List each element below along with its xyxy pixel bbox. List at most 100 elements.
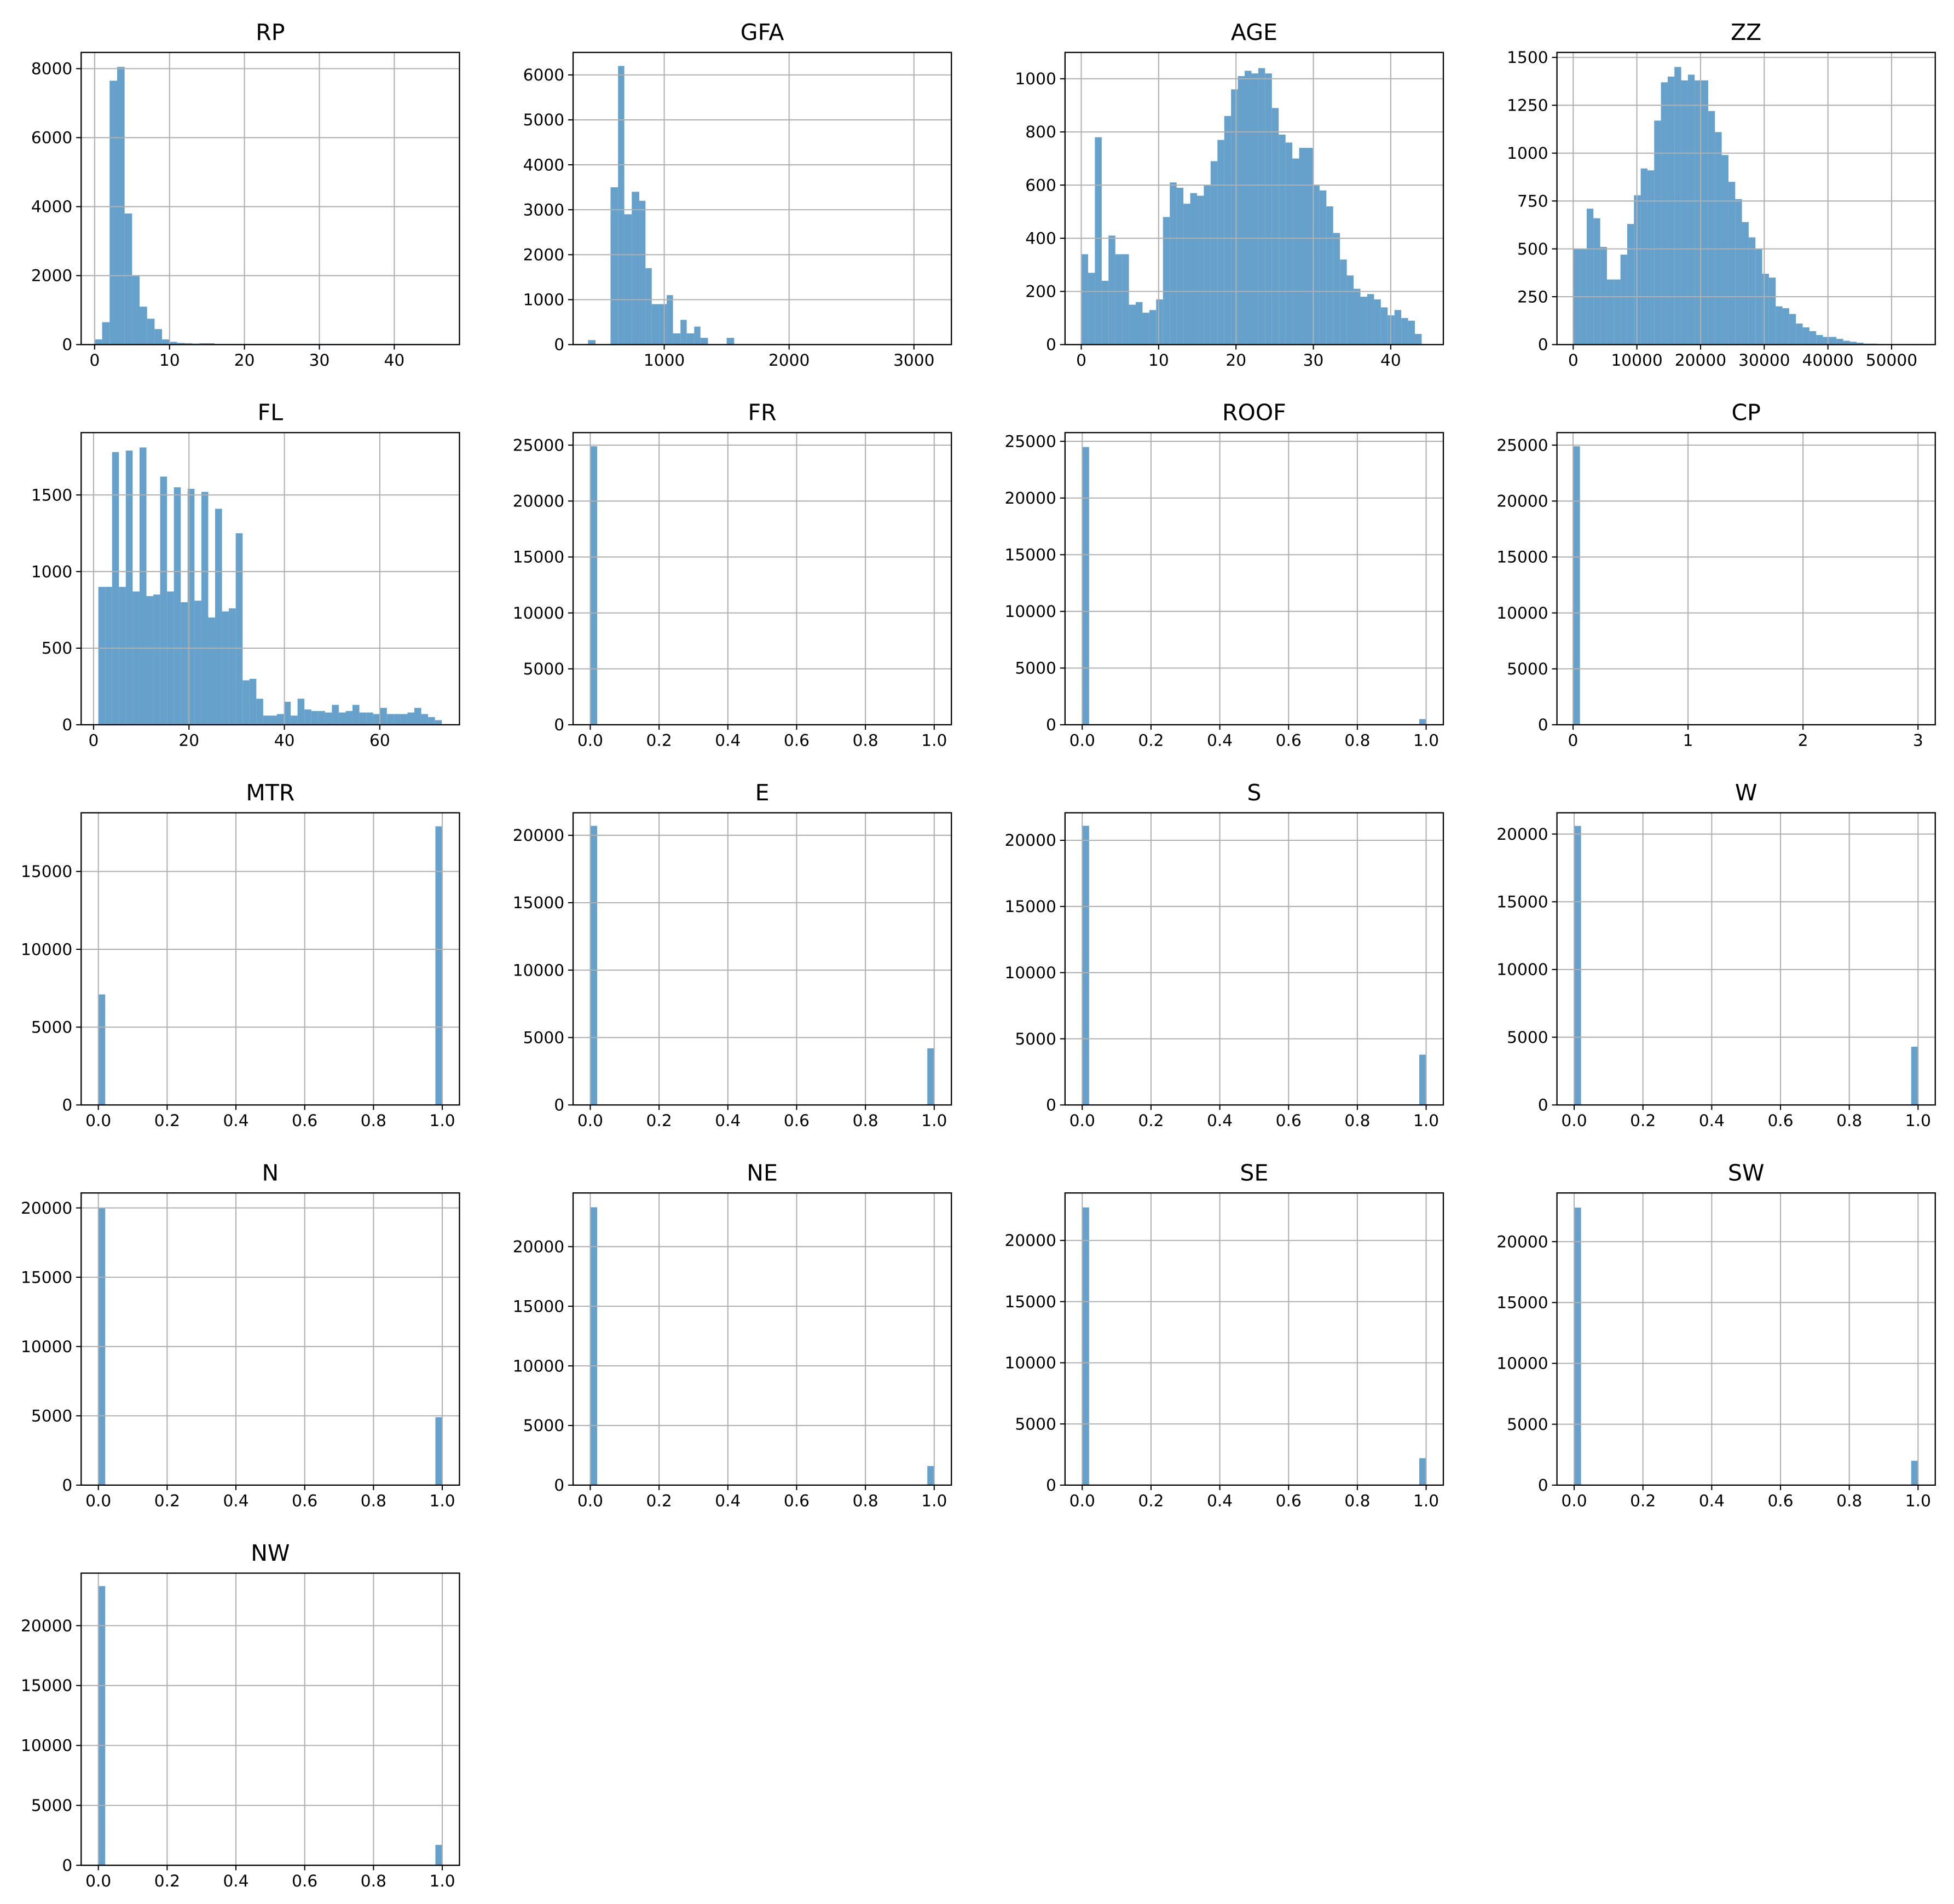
- histogram-bar: [1374, 299, 1381, 345]
- histogram-bar: [1573, 446, 1580, 725]
- subplot: NE 0.0 0.2 0.4 0.6 0.8 1.0 0 5000 10000 15000 20000: [513, 1159, 952, 1510]
- histogram-bar: [1408, 320, 1415, 345]
- subplot-title: S: [1247, 780, 1261, 806]
- histogram-bar: [1231, 89, 1238, 345]
- histogram-bar: [1687, 74, 1695, 345]
- x-tick-label: 0.4: [715, 1491, 741, 1510]
- histogram-bar: [1654, 120, 1661, 345]
- y-tick-label: 10000: [1005, 1353, 1056, 1372]
- histogram-bar: [1574, 1207, 1581, 1485]
- y-tick-label: 5000: [523, 659, 564, 678]
- histogram-bar: [124, 214, 132, 345]
- histogram-bar: [1271, 108, 1279, 345]
- x-tick-label: 0.4: [1699, 1111, 1725, 1130]
- histogram-bar: [1299, 148, 1306, 345]
- histogram-bar: [1735, 199, 1742, 345]
- subplot: MTR 0.0 0.2 0.4 0.6 0.8 1.0 0 5000 10000 15000: [21, 780, 460, 1130]
- x-tick-label: 1.0: [1413, 1491, 1439, 1510]
- histogram-bar: [160, 476, 167, 725]
- histogram-bar: [291, 716, 298, 725]
- histogram-bar: [184, 343, 192, 345]
- subplot: E 0.0 0.2 0.4 0.6 0.8 1.0 0 5000 10000 15000 20000: [513, 780, 952, 1130]
- histogram-bar: [338, 712, 346, 725]
- y-tick-label: 0: [62, 335, 72, 354]
- subplot-title: AGE: [1231, 19, 1277, 45]
- histogram-bar: [1204, 185, 1211, 345]
- subplot-title: CP: [1731, 399, 1760, 425]
- histogram-bar: [1190, 193, 1197, 345]
- y-tick-label: 20000: [1496, 492, 1548, 511]
- histogram-bar: [1695, 80, 1702, 345]
- x-tick-label: 0.2: [646, 1111, 672, 1130]
- histogram-bar: [263, 716, 270, 725]
- axes-frame: [80, 1572, 460, 1866]
- histogram-bar: [359, 712, 367, 725]
- histogram-bar: [249, 678, 257, 725]
- y-tick-label: 10000: [1005, 963, 1056, 982]
- x-tick-label: 0: [89, 731, 99, 750]
- subplot: SE 0.0 0.2 0.4 0.6 0.8 1.0 0 5000 10000 15000 20000: [1005, 1159, 1444, 1510]
- subplot: ROOF 0.0 0.2 0.4 0.6 0.8 1.0 0 5000 10000 15000 200…: [1005, 399, 1444, 750]
- histogram-bar: [1217, 140, 1224, 345]
- subplot-title: W: [1735, 780, 1758, 806]
- histogram-bar: [1802, 327, 1810, 345]
- y-tick-label: 400: [1025, 228, 1056, 247]
- x-tick-label: 1.0: [921, 1111, 947, 1130]
- x-tick-label: 60: [369, 731, 390, 750]
- histogram-bar: [325, 712, 332, 725]
- subplot: ZZ 0 10000 20000 30000 40000 50000 0 250 500 750 10…: [1507, 19, 1936, 370]
- x-tick-label: 0.8: [361, 1871, 386, 1890]
- histogram-bar: [1170, 182, 1177, 345]
- y-tick-label: 10000: [513, 960, 564, 979]
- histogram-bar: [1586, 209, 1594, 345]
- y-tick-label: 10000: [513, 1356, 564, 1375]
- histogram-bar: [1600, 247, 1607, 345]
- histogram-bar: [435, 720, 442, 725]
- histogram-bar: [256, 699, 263, 725]
- y-tick-label: 4000: [523, 155, 564, 174]
- y-tick-label: 25000: [1005, 431, 1056, 451]
- x-tick-label: 20: [1225, 350, 1246, 370]
- x-tick-label: 0: [1076, 350, 1086, 370]
- y-tick-label: 20000: [1005, 830, 1056, 850]
- histogram-bar: [222, 611, 229, 725]
- y-tick-label: 10000: [21, 939, 72, 959]
- histogram-bar: [1367, 294, 1374, 345]
- subplot-title: GFA: [741, 19, 784, 45]
- histogram-bar: [651, 304, 660, 345]
- histogram-bar: [1129, 304, 1136, 345]
- x-tick-label: 0.2: [154, 1111, 180, 1130]
- histogram-bar: [1414, 334, 1422, 345]
- x-tick-label: 0.0: [577, 731, 603, 750]
- subplot-title: SW: [1728, 1159, 1765, 1186]
- histogram-bar: [1082, 1207, 1089, 1485]
- y-tick-label: 5000: [523, 1416, 564, 1435]
- histogram-bar: [208, 618, 216, 725]
- x-tick-label: 0.2: [1138, 1491, 1164, 1510]
- histogram-bar: [1115, 254, 1123, 345]
- x-tick-label: 0.8: [853, 1111, 878, 1130]
- y-tick-label: 20000: [21, 1616, 72, 1635]
- y-tick-label: 10000: [1005, 602, 1056, 621]
- y-tick-label: 2000: [523, 245, 564, 264]
- y-tick-label: 0: [554, 335, 564, 354]
- y-tick-label: 0: [1046, 715, 1056, 734]
- subplot-title: FR: [748, 399, 777, 425]
- y-tick-label: 25000: [513, 435, 564, 454]
- histogram-bar: [1681, 80, 1688, 345]
- axes-frame: [572, 51, 952, 345]
- x-tick-label: 1.0: [921, 1491, 947, 1510]
- axes-frame: [1064, 1192, 1444, 1486]
- histogram-bar: [1627, 224, 1634, 345]
- histogram-bar: [435, 1845, 443, 1866]
- histogram-bar: [1640, 168, 1647, 345]
- x-tick-label: 0: [1568, 350, 1579, 370]
- x-tick-label: 1000: [644, 350, 685, 370]
- x-tick-label: 0.8: [853, 731, 878, 750]
- histogram-bar: [1176, 187, 1184, 345]
- histogram-bar: [1701, 80, 1708, 345]
- histogram-bar: [98, 1586, 106, 1866]
- x-tick-label: 10000: [1611, 350, 1662, 370]
- subplot-title: ROOF: [1222, 399, 1286, 425]
- axes-frame: [1556, 1192, 1936, 1486]
